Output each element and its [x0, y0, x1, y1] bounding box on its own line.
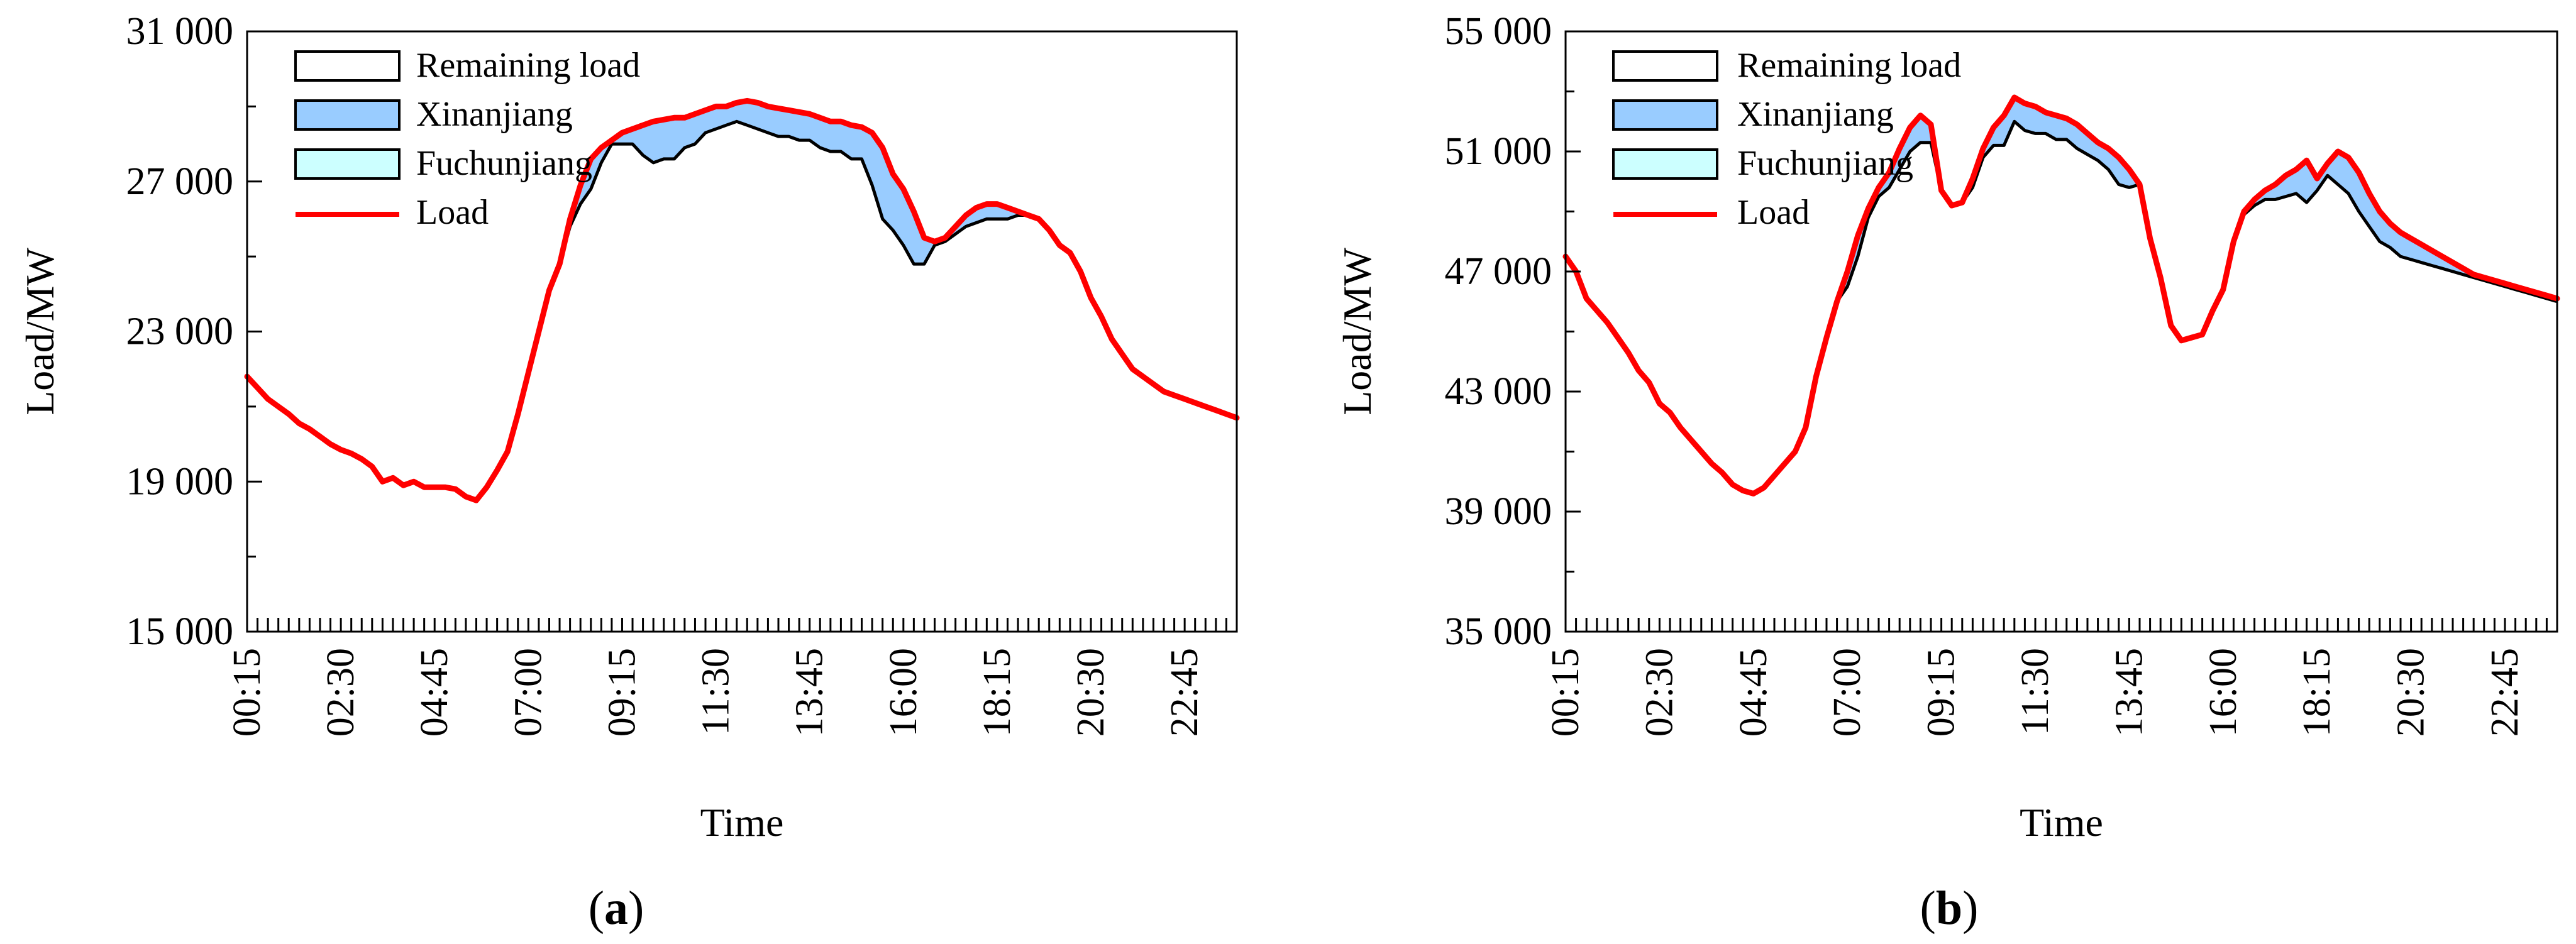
y-tick-label: 43 000: [1445, 370, 1552, 413]
y-axis-title: Load/MW: [1335, 248, 1379, 415]
y-tick-label: 31 000: [126, 10, 234, 53]
legend-label: Xinanjiang: [1737, 95, 1894, 134]
x-tick-label: 07:00: [507, 648, 550, 737]
x-tick-label: 02:30: [1638, 648, 1681, 737]
x-tick-label: 13:45: [2108, 648, 2150, 737]
x-axis-title: Time: [700, 800, 784, 845]
y-tick-label: 55 000: [1445, 10, 1552, 53]
x-tick-label: 11:30: [2014, 648, 2057, 735]
legend-swatch: [294, 50, 401, 82]
x-tick-label: 11:30: [695, 648, 738, 735]
x-tick-label: 20:30: [1070, 648, 1112, 737]
y-tick-label: 47 000: [1445, 250, 1552, 293]
legend-swatch: [1612, 99, 1718, 131]
x-tick-label: 04:45: [413, 648, 456, 737]
x-tick-label: 02:30: [319, 648, 362, 737]
x-tick-label: 16:00: [882, 648, 925, 737]
legend-label: Fuchunjiang: [416, 144, 592, 183]
x-tick-label: 00:15: [1544, 648, 1587, 737]
chart-panel-a: 15 000 19 000 23 000 27 000 31 000 00:15 02:30…: [18, 10, 1240, 935]
y-tick-label: 35 000: [1445, 610, 1552, 653]
legend: Remaining load Xinanjiang Fuchunjiang Load: [1612, 46, 1961, 232]
x-tick-label: 20:30: [2390, 648, 2433, 737]
panel-label: (a): [589, 882, 644, 935]
x-tick-label: 18:15: [2296, 648, 2338, 737]
legend-label: Xinanjiang: [416, 95, 573, 134]
x-tick-label: 22:45: [2484, 648, 2526, 737]
x-tick-label: 18:15: [976, 648, 1019, 737]
legend: Remaining load Xinanjiang Fuchunjiang Load: [294, 46, 640, 232]
x-axis-title: Time: [2020, 800, 2103, 845]
x-tick-label: 00:15: [226, 648, 268, 737]
panel-label: (b): [1920, 882, 1979, 935]
xinanjiang-area: [1566, 97, 2557, 494]
load-line: [244, 97, 1240, 503]
x-tick-label: 16:00: [2202, 648, 2245, 737]
legend-swatch: [294, 148, 401, 180]
legend-label: Load: [416, 193, 489, 232]
legend-label: Remaining load: [416, 46, 640, 85]
chart-panel-b: 35 000 39 000 43 000 47 000 51 000 55 000 00:1…: [1335, 10, 2560, 935]
y-axis-title: Load/MW: [18, 248, 62, 415]
legend-label: Fuchunjiang: [1737, 144, 1913, 183]
x-tick-label: 09:15: [1920, 648, 1963, 737]
legend-swatch: [1612, 148, 1718, 180]
x-tick-label: 09:15: [600, 648, 643, 737]
legend-swatch: [294, 99, 401, 131]
y-tick-label: 27 000: [126, 160, 234, 203]
y-tick-label: 39 000: [1445, 490, 1552, 533]
legend-swatch: [1612, 50, 1718, 82]
y-tick-label: 23 000: [126, 310, 234, 353]
legend-label: Load: [1737, 193, 1810, 232]
y-tick-label: 15 000: [126, 610, 234, 653]
load-line: [1562, 94, 2560, 497]
y-tick-label: 51 000: [1445, 130, 1552, 173]
x-tick-label: 22:45: [1163, 648, 1206, 737]
y-tick-label: 19 000: [126, 460, 234, 503]
x-tick-label: 04:45: [1732, 648, 1775, 737]
x-tick-label: 07:00: [1826, 648, 1869, 737]
x-tick-label: 13:45: [788, 648, 831, 737]
legend-label: Remaining load: [1737, 46, 1961, 85]
